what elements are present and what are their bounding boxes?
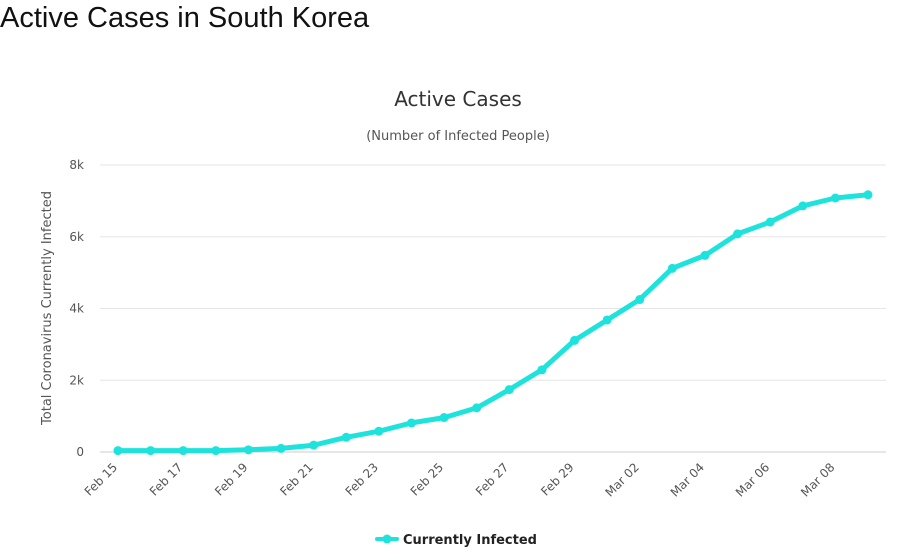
data-point[interactable]	[309, 440, 319, 450]
data-point[interactable]	[472, 403, 482, 413]
x-tick-label: Feb 27	[473, 460, 511, 498]
x-tick-label: Feb 19	[212, 460, 250, 498]
data-point[interactable]	[341, 432, 351, 442]
x-tick-label: Feb 21	[277, 460, 315, 498]
data-point[interactable]	[700, 250, 710, 260]
data-point[interactable]	[733, 229, 743, 239]
x-tick-label: Mar 08	[798, 460, 837, 499]
x-tick-label: Feb 25	[408, 460, 446, 498]
y-axis-ticks: 0 2k 4k 6k 8k	[69, 158, 84, 459]
chart-subtitle: (Number of Infected People)	[366, 129, 550, 144]
data-point[interactable]	[635, 295, 645, 305]
data-point[interactable]	[146, 446, 156, 456]
chart-title: Active Cases	[394, 87, 522, 111]
y-tick-label: 8k	[69, 158, 84, 172]
x-tick-label: Feb 23	[343, 460, 381, 498]
x-tick-label: Mar 04	[668, 460, 707, 499]
data-point[interactable]	[211, 446, 221, 456]
x-tick-label: Feb 29	[538, 460, 576, 498]
page-heading: Active Cases in South Korea	[0, 2, 370, 34]
y-tick-label: 6k	[69, 230, 84, 244]
data-point[interactable]	[113, 446, 123, 456]
x-tick-label: Mar 06	[733, 460, 772, 499]
data-point[interactable]	[798, 201, 808, 211]
legend[interactable]: Currently Infected	[375, 533, 537, 548]
data-point[interactable]	[504, 385, 514, 395]
data-point[interactable]	[374, 426, 384, 436]
series-currently-infected[interactable]	[113, 190, 873, 456]
data-point[interactable]	[602, 315, 612, 325]
x-tick-label: Feb 17	[147, 460, 185, 498]
data-point[interactable]	[406, 418, 416, 428]
data-point[interactable]	[537, 365, 547, 375]
series-line	[115, 192, 871, 454]
y-axis-title: Total Coronavirus Currently Infected	[40, 191, 55, 426]
y-tick-label: 0	[76, 445, 84, 459]
data-point[interactable]	[667, 263, 677, 273]
y-tick-label: 2k	[69, 373, 84, 387]
data-point[interactable]	[765, 217, 775, 227]
data-point[interactable]	[178, 446, 188, 456]
data-point[interactable]	[570, 335, 580, 345]
grid-lines	[100, 164, 886, 453]
legend-label-currently-infected[interactable]: Currently Infected	[403, 533, 537, 548]
x-tick-label: Feb 15	[82, 460, 120, 498]
data-point[interactable]	[863, 190, 873, 200]
data-point[interactable]	[830, 193, 840, 203]
legend-swatch-marker	[382, 534, 392, 544]
data-point[interactable]	[276, 443, 286, 453]
y-tick-label: 4k	[69, 302, 84, 316]
data-point[interactable]	[243, 445, 253, 455]
x-tick-label: Mar 02	[602, 460, 641, 499]
data-point[interactable]	[439, 413, 449, 423]
x-axis-ticks: Feb 15 Feb 17 Feb 19 Feb 21 Feb 23 Feb 25 Feb …	[82, 460, 838, 499]
